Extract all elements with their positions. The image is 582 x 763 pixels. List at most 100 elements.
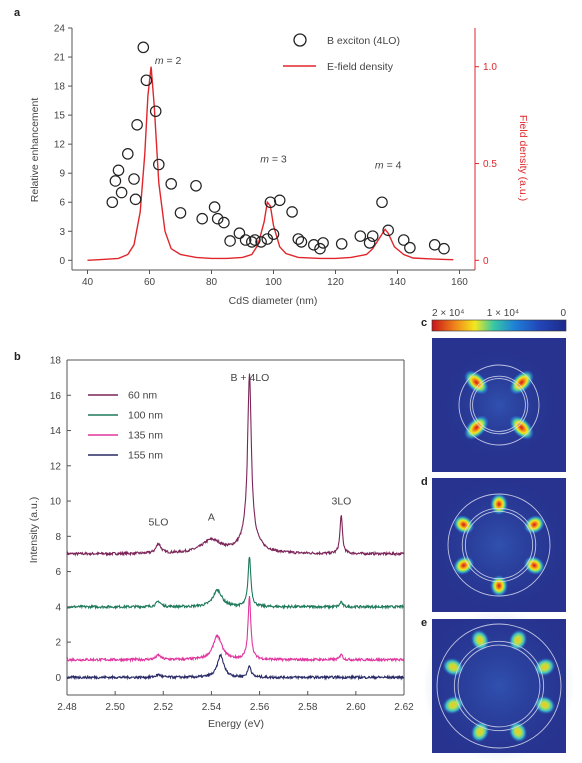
y-tick-label-a: 9 — [59, 169, 65, 180]
boundary-circle — [457, 644, 541, 728]
data-point-b-exciton — [122, 148, 134, 160]
field-halo — [445, 351, 553, 459]
x-tick-label-a: 140 — [389, 277, 406, 288]
y-tick-label-a: 24 — [54, 24, 66, 35]
field-lobe — [490, 574, 508, 597]
data-point-b-exciton — [317, 237, 329, 249]
x-tick-label-b: 2.60 — [346, 702, 366, 713]
data-point-b-exciton — [397, 234, 410, 246]
x-tick-label-a: 120 — [327, 277, 344, 288]
data-point-b-exciton — [404, 241, 416, 254]
boundary-circle — [458, 364, 540, 446]
field-map-c — [432, 338, 566, 472]
legend-a: B exciton (4LO) E-field density — [283, 33, 400, 73]
legend-label-135-nm: 135 nm — [128, 430, 163, 442]
x-axis-label-a: CdS diameter (nm) — [229, 295, 318, 307]
x-tick-label-a: 60 — [144, 277, 156, 288]
series-line-e-field-density — [87, 66, 454, 261]
field-lobe — [534, 657, 556, 677]
boundary-circle — [453, 640, 545, 732]
data-point-b-exciton — [131, 119, 143, 131]
data-point-b-exciton — [137, 41, 150, 54]
y-tick-label-b: 4 — [55, 602, 61, 613]
annotation-3lo: 3LO — [331, 496, 351, 508]
boundary-circle — [447, 493, 551, 597]
y-tick-label-b: 18 — [50, 356, 62, 367]
field-lobe — [490, 493, 508, 516]
data-point-b-exciton — [129, 193, 142, 206]
annotation-m-3: m = 3 — [260, 154, 287, 166]
field-lobe — [509, 415, 534, 440]
field-halo — [423, 610, 575, 762]
legend-label-100-nm: 100 nm — [128, 410, 163, 422]
chart-a: CdS diameter (nm) Relative enhancement F… — [29, 24, 529, 308]
data-point-b-exciton — [224, 235, 236, 247]
panel-label-d: d — [421, 476, 428, 488]
data-point-b-exciton — [196, 212, 208, 225]
colorbar-label-max: 2 × 10⁴ — [432, 308, 464, 319]
colorbar — [431, 319, 567, 332]
data-point-b-exciton — [218, 216, 230, 229]
series-line-155-nm — [66, 653, 405, 681]
data-point-b-exciton — [314, 242, 326, 255]
data-point-b-exciton — [153, 158, 165, 171]
y-tick-label-a: 12 — [54, 140, 66, 151]
legend-label-e-field: E-field density — [327, 61, 394, 73]
y-tick-label-right-a: 0.5 — [483, 159, 497, 170]
data-point-b-exciton — [295, 236, 308, 248]
y-tick-label-right-a: 1.0 — [483, 62, 497, 73]
series-line-100-nm — [66, 556, 405, 611]
y-tick-label-a: 3 — [59, 227, 65, 238]
annotation-5lo: 5LO — [149, 517, 169, 529]
y-axis-label-right-a: Field density (a.u.) — [517, 115, 529, 201]
legend-marker-circle — [293, 33, 307, 47]
field-lobe — [442, 657, 464, 677]
x-tick-label-b: 2.50 — [105, 702, 125, 713]
data-point-b-exciton — [292, 233, 305, 245]
field-lobe — [470, 629, 490, 651]
y-tick-label-b: 8 — [55, 532, 61, 543]
data-point-b-exciton — [363, 237, 376, 249]
field-lobe — [508, 721, 528, 743]
y-tick-label-b: 10 — [50, 497, 62, 508]
panel-label-e: e — [421, 617, 427, 629]
field-maps: c 2 × 10⁴ 1 × 10⁴ 0 d e — [421, 308, 575, 762]
y-tick-label-b: 0 — [55, 673, 61, 684]
data-point-b-exciton — [286, 206, 298, 218]
y-tick-label-b: 12 — [50, 461, 62, 472]
field-lobe — [508, 629, 528, 651]
y-axis-label-b: Intensity (a.u.) — [28, 497, 40, 564]
data-point-b-exciton — [208, 201, 221, 213]
y-tick-label-a: 21 — [54, 53, 66, 64]
data-point-b-exciton — [307, 239, 320, 251]
y-tick-label-b: 14 — [50, 426, 62, 437]
y-tick-label-b: 16 — [50, 391, 62, 402]
y-tick-label-a: 6 — [59, 198, 65, 209]
boundary-circle — [469, 375, 529, 435]
y-tick-label-a: 15 — [54, 111, 66, 122]
x-tick-label-a: 80 — [206, 277, 218, 288]
annotation-m-4: m = 4 — [375, 159, 402, 171]
panel-label-a: a — [14, 7, 21, 19]
x-tick-label-a: 100 — [265, 277, 282, 288]
data-point-b-exciton — [190, 179, 202, 192]
data-point-b-exciton — [233, 227, 246, 240]
data-point-b-exciton — [115, 186, 128, 199]
data-point-b-exciton — [249, 234, 261, 246]
field-map-d — [432, 478, 566, 612]
colorbar-label-mid: 1 × 10⁴ — [487, 308, 519, 319]
data-point-b-exciton — [438, 242, 450, 255]
series-line-135-nm — [66, 595, 405, 663]
field-lobe — [464, 415, 489, 440]
data-point-b-exciton — [109, 175, 122, 187]
x-tick-label-b: 2.54 — [202, 702, 222, 713]
panel-label-b: b — [14, 351, 21, 363]
data-point-b-exciton — [335, 238, 348, 250]
data-point-b-exciton — [106, 196, 119, 209]
data-point-b-exciton — [273, 194, 286, 207]
legend-label-155-nm: 155 nm — [128, 450, 163, 462]
x-tick-label-b: 2.56 — [250, 702, 270, 713]
x-tick-label-a: 40 — [82, 277, 94, 288]
data-point-b-exciton — [246, 236, 258, 248]
